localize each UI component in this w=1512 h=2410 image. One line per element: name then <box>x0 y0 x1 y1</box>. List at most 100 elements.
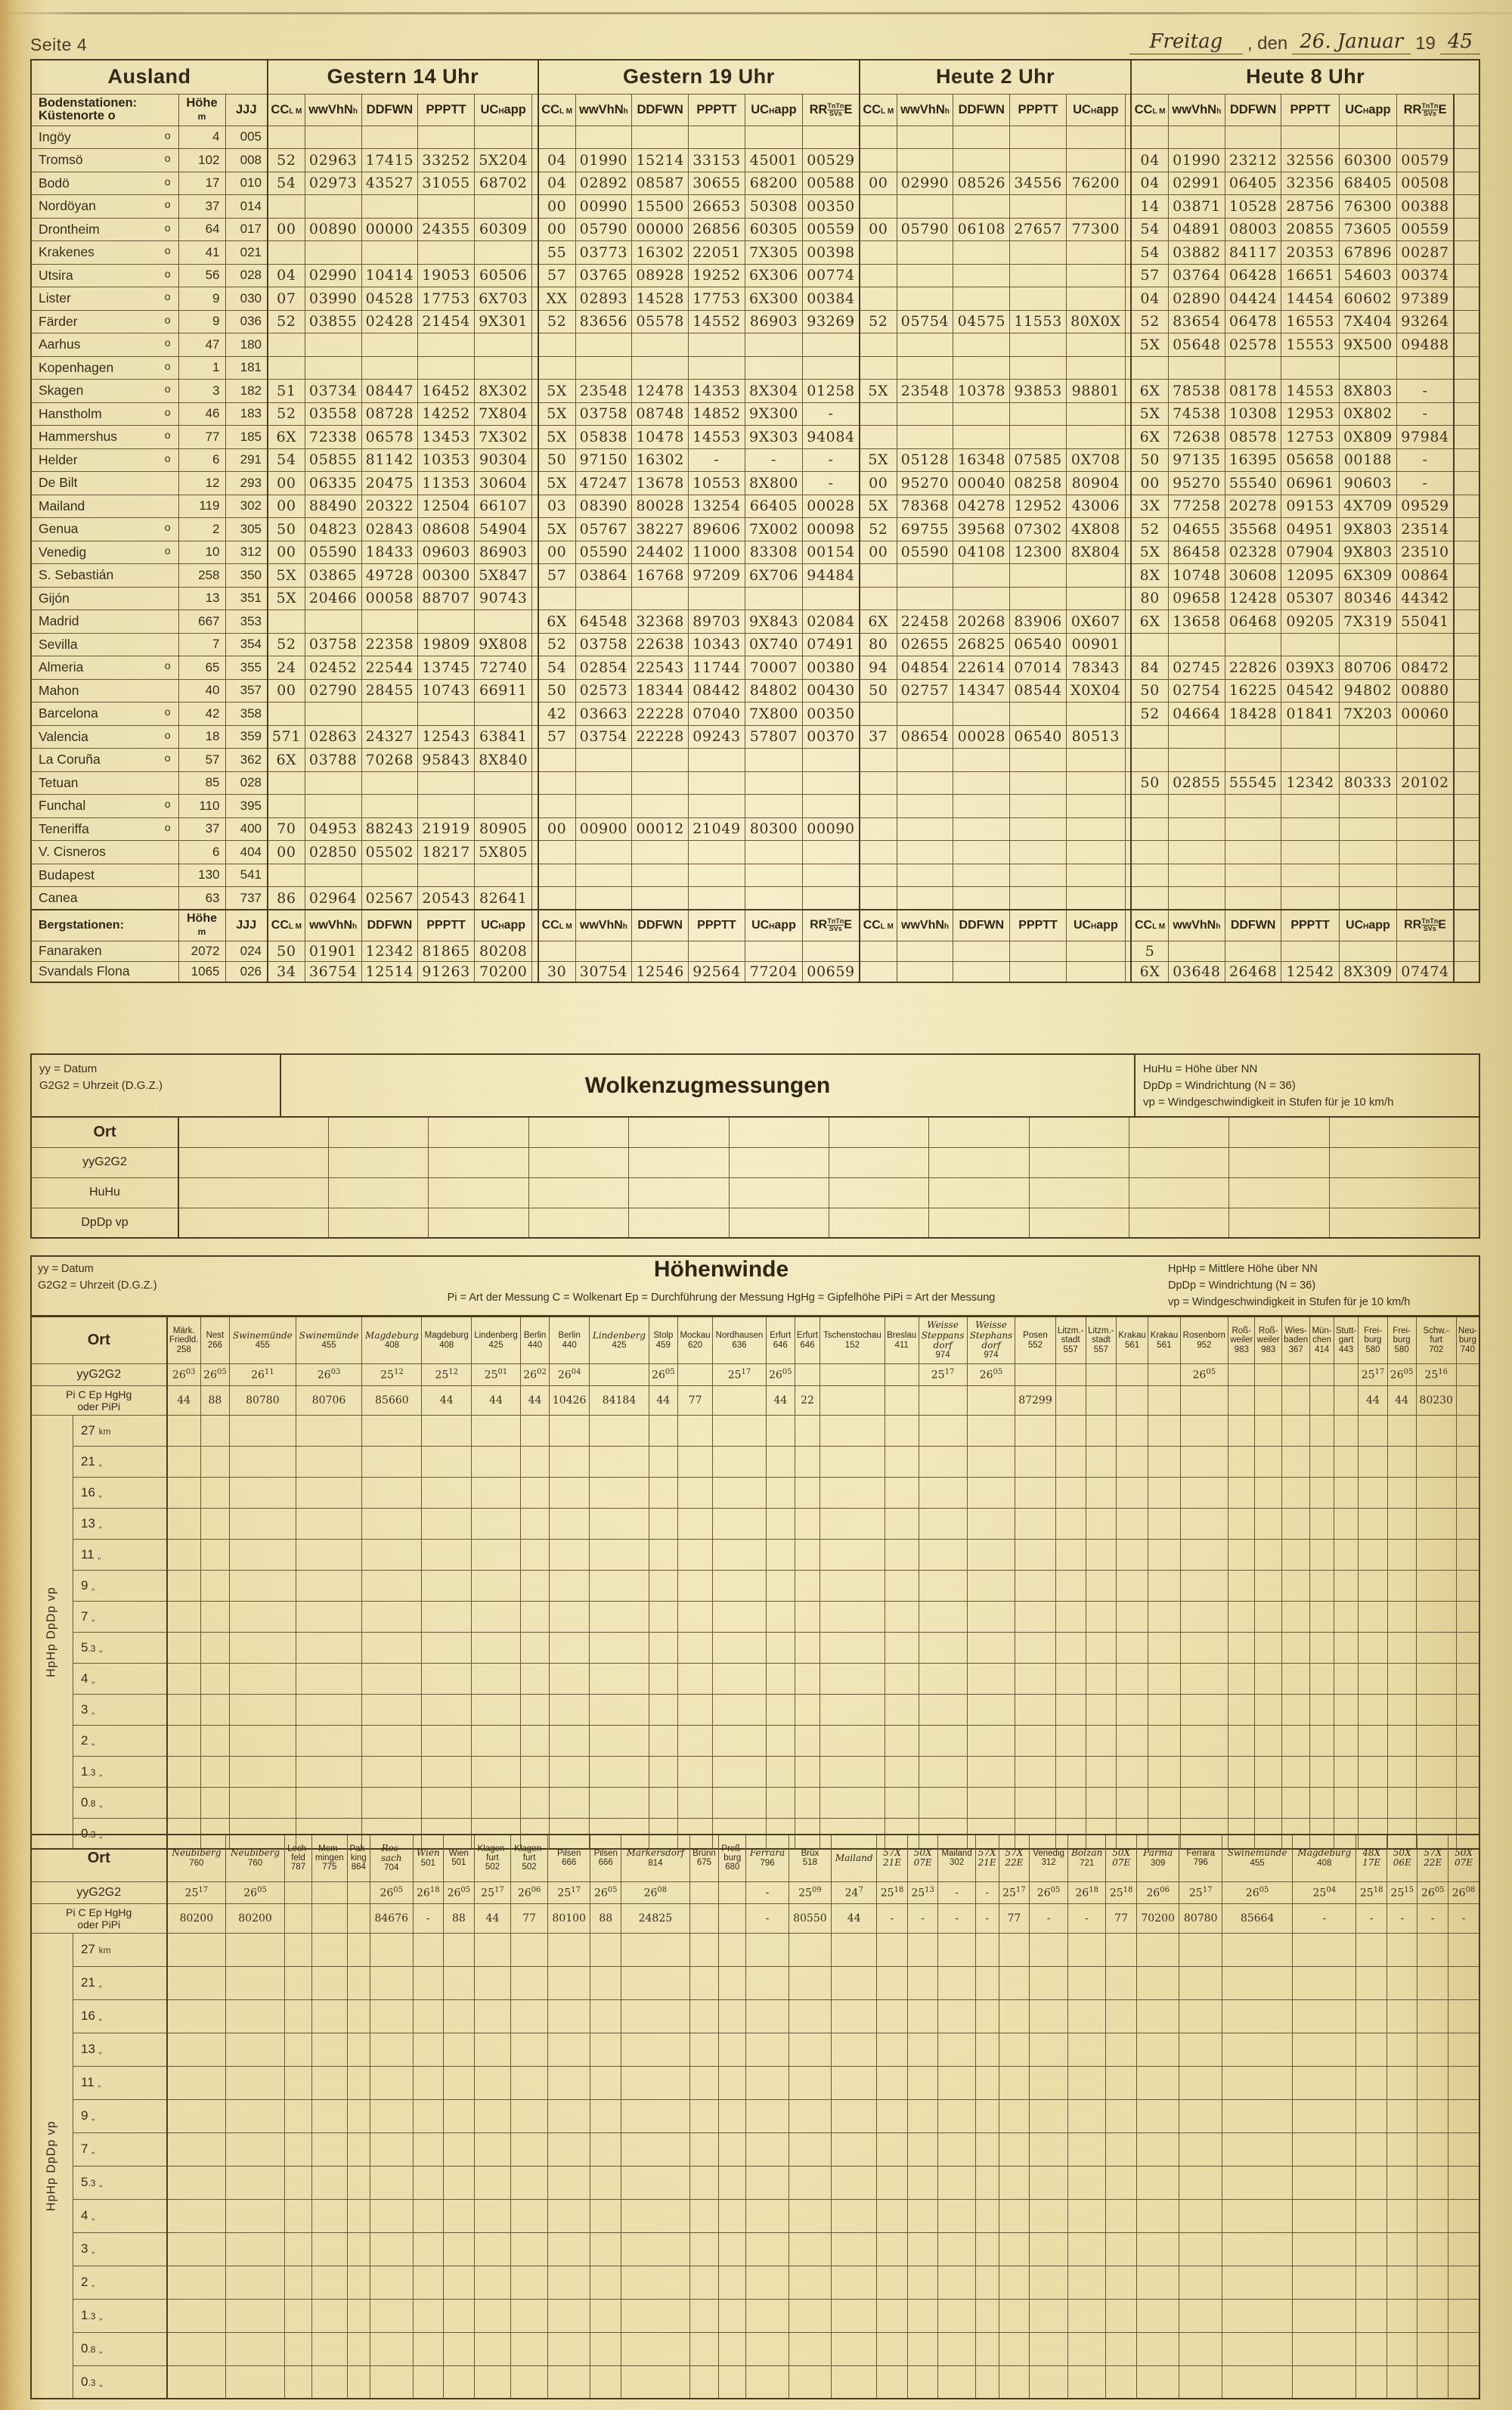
hw-pic-cell-27[interactable]: 80780 <box>1179 1903 1222 1934</box>
hw-level-cell[interactable] <box>745 2165 789 2200</box>
hw-level-cell[interactable] <box>831 2331 878 2366</box>
cell-h2-5[interactable] <box>1124 240 1132 265</box>
cell-g14-0[interactable] <box>267 333 305 357</box>
table-row[interactable]: Bodö o 17 010 54 02973 43527 31055 68702 04 02892 0… <box>30 171 1480 196</box>
cell-g19-3[interactable]: 13254 <box>688 494 745 519</box>
hw-level-cell[interactable] <box>998 2331 1030 2366</box>
cell-h8-1[interactable] <box>1167 125 1225 150</box>
cell-trailing[interactable] <box>1453 724 1480 749</box>
hw-level-cell[interactable] <box>1281 1414 1311 1447</box>
hw-pic-cell-25[interactable]: 77 <box>1105 1903 1137 1934</box>
cell-h2-1[interactable] <box>896 863 954 888</box>
cell-g14-1[interactable] <box>304 702 362 726</box>
hw-pic-cell-4[interactable] <box>346 1903 370 1934</box>
cell-g14-3[interactable]: 81865 <box>417 940 476 962</box>
hw-level-cell[interactable] <box>346 2165 370 2200</box>
hw-level-cell[interactable] <box>166 1965 227 2000</box>
cell-g14-4[interactable]: 9X808 <box>474 632 533 657</box>
cell-g14-5[interactable] <box>531 309 539 334</box>
cell-g14-5[interactable] <box>531 333 539 357</box>
hw-level-cell[interactable] <box>998 2065 1030 2100</box>
hw-level-cell[interactable] <box>1333 1631 1359 1664</box>
cell-g14-1[interactable]: 03865 <box>304 563 362 588</box>
cell-g14-3[interactable]: 19809 <box>417 632 476 657</box>
hw-level-cell[interactable] <box>346 2065 370 2100</box>
cell-g19-0[interactable]: XX <box>538 287 576 311</box>
hw-level-cell[interactable] <box>510 1932 548 1967</box>
cell-g14-3[interactable]: 24355 <box>417 217 476 242</box>
hw-level-cell[interactable] <box>1356 2198 1387 2233</box>
cell-h2-5[interactable] <box>1124 448 1132 473</box>
hw-pic-cell-8[interactable]: 10426 <box>549 1385 590 1416</box>
cell-h8-3[interactable]: 04951 <box>1281 517 1340 541</box>
table-row[interactable]: Sevilla 7 354 52 03758 22358 19809 9X808 52 03758… <box>30 632 1480 657</box>
hw-level-cell[interactable] <box>361 1507 423 1540</box>
hw-level-cell[interactable] <box>1228 1445 1256 1478</box>
cell-g14-1[interactable]: 02990 <box>304 263 362 288</box>
hw-pic-cell-5[interactable]: 44 <box>421 1385 472 1416</box>
cell-h8-3[interactable]: 01841 <box>1281 702 1340 726</box>
cell-g14-4[interactable]: 66107 <box>474 494 533 519</box>
cell-g19-0[interactable] <box>538 886 576 910</box>
hw-level-cell[interactable] <box>547 2198 591 2233</box>
hw-level-cell[interactable] <box>1228 1693 1256 1726</box>
wolkenzug-cell[interactable] <box>928 1116 1030 1148</box>
hw-level-cell[interactable] <box>906 2265 939 2300</box>
cell-h2-3[interactable]: 11553 <box>1009 309 1067 334</box>
hw-level-cell[interactable] <box>443 2365 475 2399</box>
hw-level-cell[interactable] <box>510 2232 548 2266</box>
cell-g14-1[interactable]: 05855 <box>304 448 362 473</box>
hw-level-cell[interactable] <box>765 1538 795 1571</box>
cell-h2-2[interactable]: 00028 <box>953 724 1011 749</box>
hw-level-cell[interactable] <box>765 1507 795 1540</box>
hw-level-cell[interactable] <box>229 1507 296 1540</box>
cell-g19-4[interactable]: 70007 <box>744 656 804 680</box>
table-row[interactable]: Gijón 13 351 5X 20466 00058 88707 90743 80 09658 1… <box>30 586 1480 611</box>
cell-h8-1[interactable]: 03648 <box>1167 960 1225 983</box>
cell-h2-4[interactable] <box>1065 586 1126 611</box>
cell-h8-2[interactable]: 10308 <box>1224 402 1282 426</box>
hw-level-cell[interactable] <box>1358 1693 1388 1726</box>
hw-yy-cell-4[interactable] <box>346 1881 370 1904</box>
cell-trailing[interactable] <box>1453 656 1480 680</box>
cell-g19-5[interactable] <box>802 125 860 150</box>
cell-g14-4[interactable] <box>474 355 533 380</box>
hw-level-cell[interactable] <box>1333 1786 1359 1819</box>
cell-g19-4[interactable]: 83308 <box>744 540 804 565</box>
hw-level-cell[interactable] <box>974 2198 999 2233</box>
cell-g19-5[interactable]: 00529 <box>802 148 860 172</box>
hw-level-cell[interactable] <box>369 2098 414 2133</box>
hw-level-cell[interactable] <box>361 1538 423 1571</box>
hw-level-cell[interactable] <box>1448 2198 1481 2233</box>
cell-g19-4[interactable]: 57807 <box>744 724 804 749</box>
hw-pic-cell-26[interactable]: 70200 <box>1136 1903 1180 1934</box>
cell-trailing[interactable] <box>1453 148 1480 172</box>
cell-h8-0[interactable] <box>1130 355 1169 380</box>
hw-level-cell[interactable] <box>1055 1476 1086 1509</box>
cell-g19-5[interactable]: 00380 <box>802 656 860 680</box>
hw-level-cell[interactable] <box>225 2232 285 2266</box>
hw-yy-cell-20[interactable]: - <box>937 1881 976 1904</box>
cell-h2-1[interactable] <box>896 886 954 910</box>
hw-level-cell[interactable] <box>831 2065 878 2100</box>
hw-level-cell[interactable] <box>547 1999 591 2033</box>
cell-h2-5[interactable] <box>1124 148 1132 172</box>
cell-g14-0[interactable] <box>267 702 305 726</box>
wolkenzug-cell[interactable] <box>1228 1146 1330 1178</box>
hw-level-cell[interactable] <box>346 2298 370 2333</box>
hw-level-cell[interactable] <box>166 1600 201 1633</box>
hw-level-cell[interactable] <box>1115 1600 1149 1633</box>
cell-g14-5[interactable] <box>531 125 539 150</box>
hw-level-cell[interactable] <box>1356 2032 1387 2067</box>
cell-h2-0[interactable] <box>859 817 897 842</box>
hw-level-cell[interactable] <box>974 2265 999 2300</box>
cell-g14-2[interactable]: 02428 <box>361 309 419 334</box>
hw-level-cell[interactable] <box>1417 1965 1449 2000</box>
hw-level-cell[interactable] <box>589 1600 649 1633</box>
table-row[interactable]: Tetuan 85 028 50 02855 55545 12342 80333 20102 <box>30 771 1480 796</box>
hw-level-cell[interactable] <box>311 2331 348 2366</box>
cell-g14-2[interactable]: 81142 <box>361 448 419 473</box>
cell-g19-3[interactable]: 14552 <box>688 309 745 334</box>
hw-level-cell[interactable] <box>361 1600 423 1633</box>
cell-h8-2[interactable]: 04424 <box>1224 287 1282 311</box>
